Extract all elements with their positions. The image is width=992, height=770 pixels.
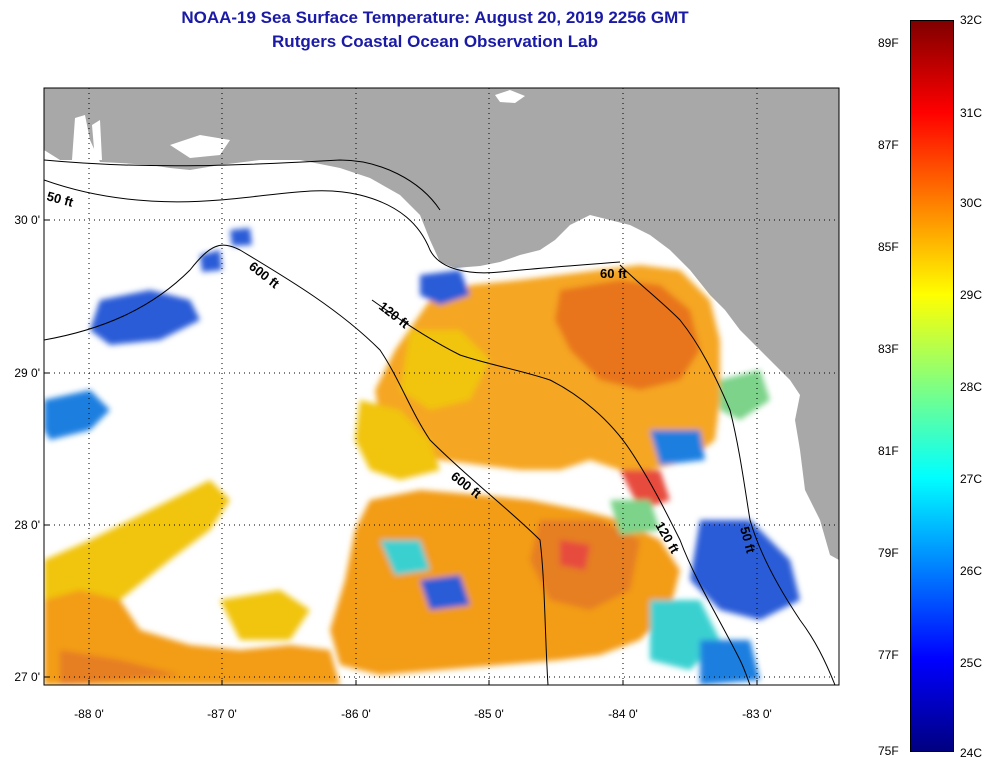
- map-title: NOAA-19 Sea Surface Temperature: August …: [181, 8, 689, 27]
- y-tick-label: 29 0': [14, 366, 40, 380]
- colorbar-celsius-label: 24C: [960, 746, 983, 760]
- x-tick-label: -83 0': [742, 707, 772, 721]
- colorbar-fahrenheit-label: 87F: [878, 138, 899, 152]
- x-tick-label: -86 0': [341, 707, 371, 721]
- colorbar-fahrenheit-label: 83F: [878, 342, 899, 356]
- bathymetry-contours: [44, 159, 836, 685]
- colorbar-celsius-label: 30C: [960, 196, 983, 210]
- colorbar-celsius-label: 27C: [960, 472, 983, 486]
- colorbar-fahrenheit-label: 75F: [878, 744, 899, 758]
- colorbar-fahrenheit-label: 77F: [878, 648, 899, 662]
- colorbar-celsius-label: 26C: [960, 564, 983, 578]
- y-tick-label: 30 0': [14, 213, 40, 227]
- contour-label: 50 ft: [737, 525, 759, 555]
- colorbar-celsius-label: 25C: [960, 656, 983, 670]
- x-tick-label: -85 0': [474, 707, 504, 721]
- axis-ticks: [44, 219, 758, 685]
- colorbar-celsius-label: 32C: [960, 13, 983, 27]
- map-subtitle: Rutgers Coastal Ocean Observation Lab: [272, 32, 598, 51]
- colorbar-celsius-label: 29C: [960, 288, 983, 302]
- y-tick-label: 27 0': [14, 670, 40, 684]
- map-frame: [43, 87, 840, 686]
- contour-label: 50 ft: [45, 188, 75, 210]
- contour-label: 60 ft: [600, 266, 627, 281]
- colorbar-fahrenheit-label: 79F: [878, 546, 899, 560]
- colorbar: [910, 20, 954, 752]
- x-tick-label: -87 0': [207, 707, 237, 721]
- x-tick-label: -84 0': [608, 707, 638, 721]
- land-mass: [44, 88, 839, 560]
- colorbar-celsius-label: 31C: [960, 106, 983, 120]
- colorbar-fahrenheit-label: 89F: [878, 36, 899, 50]
- colorbar-fahrenheit-label: 85F: [878, 240, 899, 254]
- sst-field: [44, 228, 800, 685]
- colorbar-celsius-label: 28C: [960, 380, 983, 394]
- x-tick-label: -88 0': [74, 707, 104, 721]
- y-tick-label: 28 0': [14, 518, 40, 532]
- colorbar-gradient: [911, 21, 953, 751]
- colorbar-fahrenheit-label: 81F: [878, 444, 899, 458]
